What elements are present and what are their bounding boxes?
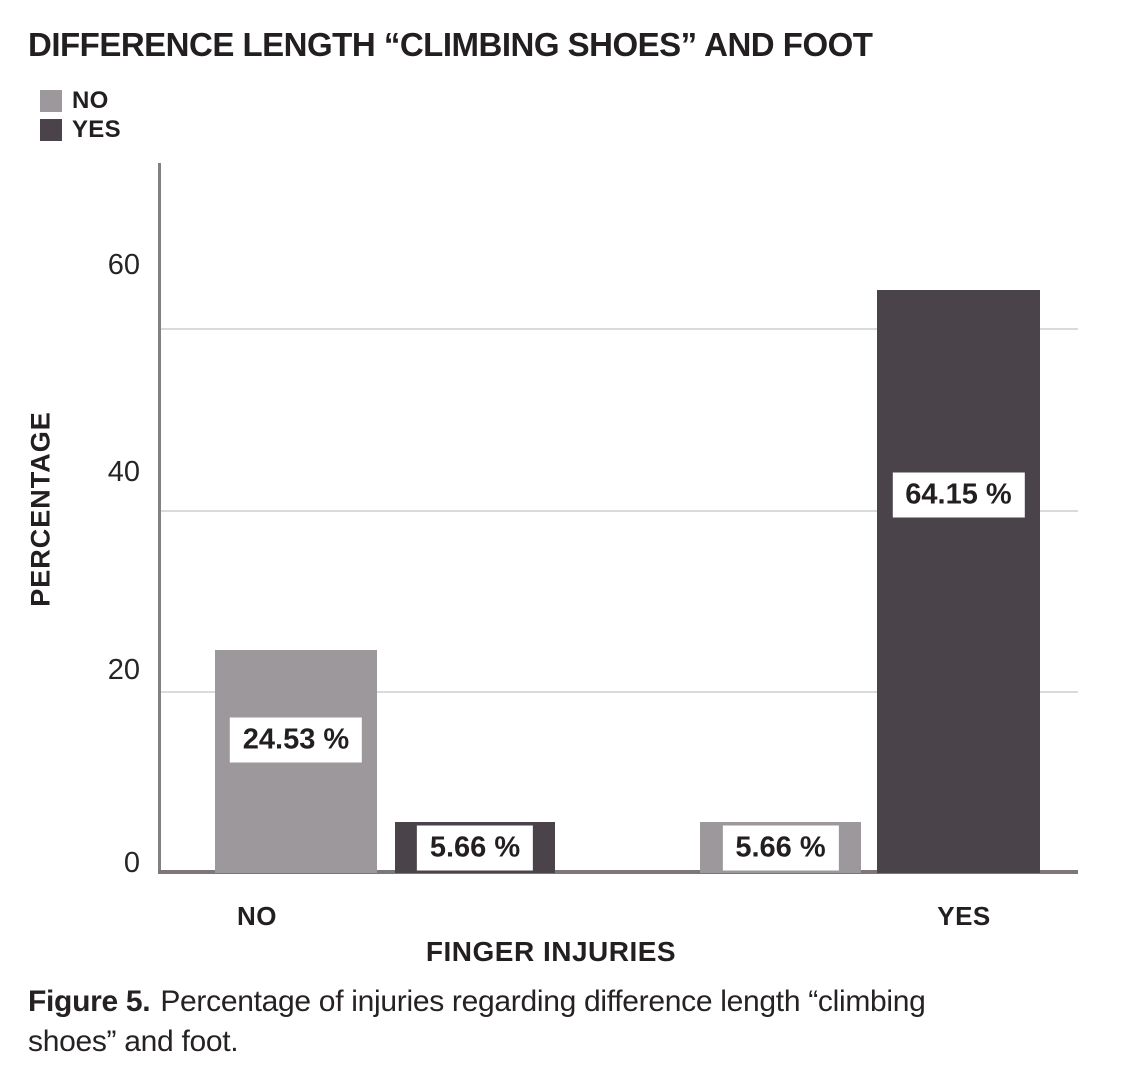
bar-yes-yes (877, 290, 1040, 873)
legend-label-no: NO (72, 86, 109, 114)
x-category-no: NO (237, 901, 277, 931)
value-label-no-no: 24.53 % (229, 717, 363, 763)
y-tick-label-20: 20 (107, 654, 140, 686)
y-tick-label-40: 40 (107, 456, 140, 488)
caption-text-2: shoes” and foot. (28, 1025, 239, 1058)
value-label-no-yes: 5.66 % (416, 825, 534, 871)
y-tick-label-0: 0 (123, 847, 140, 879)
x-axis-title: FINGER INJURIES (425, 936, 677, 967)
x-axis-baseline (158, 870, 1078, 874)
value-label-yes-yes: 64.15 % (892, 472, 1025, 518)
y-axis-title: PERCENTAGE (25, 411, 56, 607)
y-tick-label-60: 60 (107, 249, 140, 281)
gridline-20 (161, 691, 1078, 693)
figure-number-label: Figure 5. (28, 985, 151, 1018)
legend-swatch-yes (40, 118, 62, 141)
value-label-yes-no: 5.66 % (722, 825, 839, 871)
chart-title: DIFFERENCE LENGTH “CLIMBING SHOES” AND F… (28, 26, 873, 63)
caption-text-1: Percentage of injuries regarding differe… (160, 985, 926, 1018)
caption-line-1: Figure 5. Percentage of injuries regardin… (28, 982, 1108, 1022)
y-axis-line (158, 163, 161, 873)
x-category-yes: YES (937, 901, 991, 931)
gridline-40 (161, 510, 1078, 512)
legend-swatch-no (40, 89, 62, 112)
gridline-60 (161, 328, 1078, 330)
legend: NO YES (40, 86, 121, 144)
figure-caption: Figure 5. Percentage of injuries regardin… (28, 982, 1108, 1062)
legend-item-no: NO (40, 86, 121, 115)
caption-line-2: shoes” and foot. (28, 1022, 1108, 1062)
legend-label-yes: YES (72, 115, 121, 143)
legend-item-yes: YES (40, 115, 121, 144)
